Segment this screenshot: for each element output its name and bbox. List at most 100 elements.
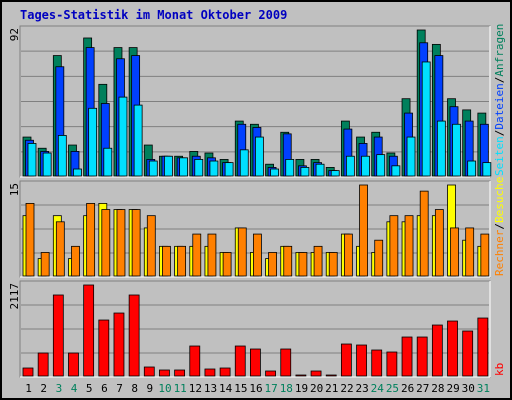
x-tick-label: 15 <box>234 382 247 395</box>
bar <box>343 233 353 277</box>
bar <box>300 167 310 177</box>
bar <box>462 330 474 377</box>
bar <box>482 162 492 177</box>
x-tick-label: 22 <box>340 382 353 395</box>
bar <box>253 233 262 277</box>
bar <box>313 245 323 277</box>
legend-separator: / <box>493 77 506 84</box>
bar <box>371 349 383 377</box>
bar <box>27 143 37 177</box>
bar <box>113 312 125 377</box>
bar <box>389 215 399 277</box>
bar <box>234 345 246 377</box>
bar <box>207 233 217 277</box>
bar <box>477 317 489 377</box>
x-tick-label: 5 <box>86 382 93 395</box>
bar <box>447 320 458 377</box>
y-max-label: 92 <box>8 28 21 41</box>
legend: Rechner/Besuche <box>493 177 506 276</box>
bar <box>359 184 368 277</box>
bar <box>174 369 186 377</box>
x-tick-label: 17 <box>265 382 278 395</box>
x-tick-label: 31 <box>477 382 490 395</box>
x-tick-label: 18 <box>280 382 293 395</box>
x-tick-label: 30 <box>462 382 475 395</box>
bar <box>270 168 279 177</box>
x-tick-label: 28 <box>431 382 444 395</box>
bar <box>391 165 401 177</box>
bar <box>431 324 443 377</box>
x-tick-label: 23 <box>356 382 369 395</box>
bar <box>283 245 293 277</box>
bar <box>298 252 308 277</box>
bar <box>146 215 156 277</box>
bar <box>467 160 477 177</box>
bar <box>452 123 461 177</box>
chart-title: Tages-Statistik im Monat Oktober 2009 <box>20 8 287 22</box>
bar <box>25 202 35 277</box>
bar <box>356 344 367 377</box>
bar <box>330 170 340 177</box>
bar <box>204 368 216 377</box>
legend-entry: Rechner <box>493 229 506 276</box>
bar <box>88 107 98 177</box>
x-tick-label: 11 <box>174 382 187 395</box>
bar <box>68 352 79 377</box>
bar <box>131 209 141 277</box>
bar <box>40 252 50 277</box>
x-tick-label: 19 <box>295 382 308 395</box>
bar <box>416 336 428 377</box>
bar <box>219 367 231 377</box>
bar <box>325 374 337 377</box>
x-tick-label: 6 <box>101 382 108 395</box>
bar <box>22 367 34 377</box>
legend-separator: / <box>493 130 506 137</box>
x-tick-label: 2 <box>40 382 47 395</box>
bar <box>57 135 67 177</box>
bar <box>71 245 80 277</box>
legend: kb <box>493 363 506 376</box>
bar <box>268 252 277 277</box>
bar <box>465 227 475 277</box>
x-tick-label: 25 <box>386 382 399 395</box>
bar <box>374 239 384 277</box>
bar <box>83 284 95 377</box>
x-tick-label: 1 <box>25 382 32 395</box>
bar <box>239 149 249 177</box>
bar <box>103 147 113 177</box>
bar <box>376 154 386 177</box>
bar <box>386 351 398 377</box>
x-tick-label: 7 <box>116 382 123 395</box>
x-tick-label: 13 <box>204 382 217 395</box>
bar <box>222 252 232 277</box>
bar <box>404 215 414 277</box>
bar <box>328 252 338 277</box>
bar <box>265 370 276 377</box>
bar <box>86 202 96 277</box>
bar <box>179 157 189 177</box>
bar <box>406 136 416 177</box>
x-tick-label: 16 <box>249 382 262 395</box>
bar <box>98 319 110 377</box>
bar <box>209 160 219 177</box>
bar <box>280 348 292 377</box>
bar <box>118 96 128 177</box>
bar <box>255 136 264 177</box>
legend-entry: Dateien <box>493 83 506 129</box>
bar <box>133 104 143 177</box>
bar <box>189 345 201 377</box>
bar <box>116 209 126 277</box>
x-tick-label: 21 <box>325 382 338 395</box>
bar <box>345 155 355 177</box>
x-tick-label: 24 <box>371 382 385 395</box>
bar <box>315 163 325 177</box>
x-tick-label: 10 <box>158 382 171 395</box>
x-tick-label: 14 <box>219 382 233 395</box>
bar <box>285 159 295 177</box>
bar <box>143 366 155 377</box>
bar <box>128 294 140 377</box>
bar <box>55 221 65 277</box>
bar <box>194 159 204 177</box>
